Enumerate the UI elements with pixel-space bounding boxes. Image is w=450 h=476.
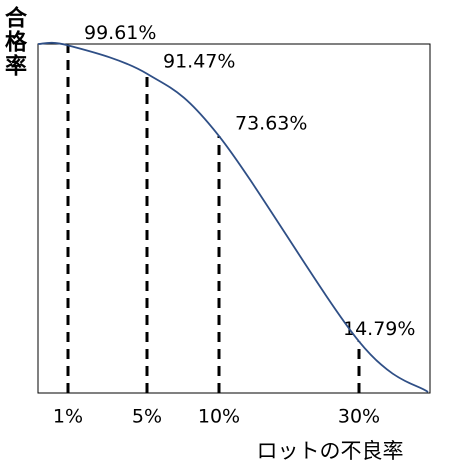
data-label: 91.47% xyxy=(163,50,235,72)
data-label: 14.79% xyxy=(343,318,415,340)
line xyxy=(67,44,360,342)
y-axis-label: 合格率 xyxy=(1,5,27,78)
x-axis-label: ロットの不良率 xyxy=(257,439,404,463)
data-label: 99.61% xyxy=(84,22,156,44)
x-tick-label: 10% xyxy=(198,406,240,428)
x-tick-label: 1% xyxy=(53,406,83,428)
x-tick-label: 5% xyxy=(132,406,162,428)
curve-tail xyxy=(358,340,429,393)
x-tick-label: 30% xyxy=(338,406,380,428)
curve-lead xyxy=(37,41,69,47)
data-label: 73.63% xyxy=(235,113,307,135)
plot-frame xyxy=(37,43,431,394)
